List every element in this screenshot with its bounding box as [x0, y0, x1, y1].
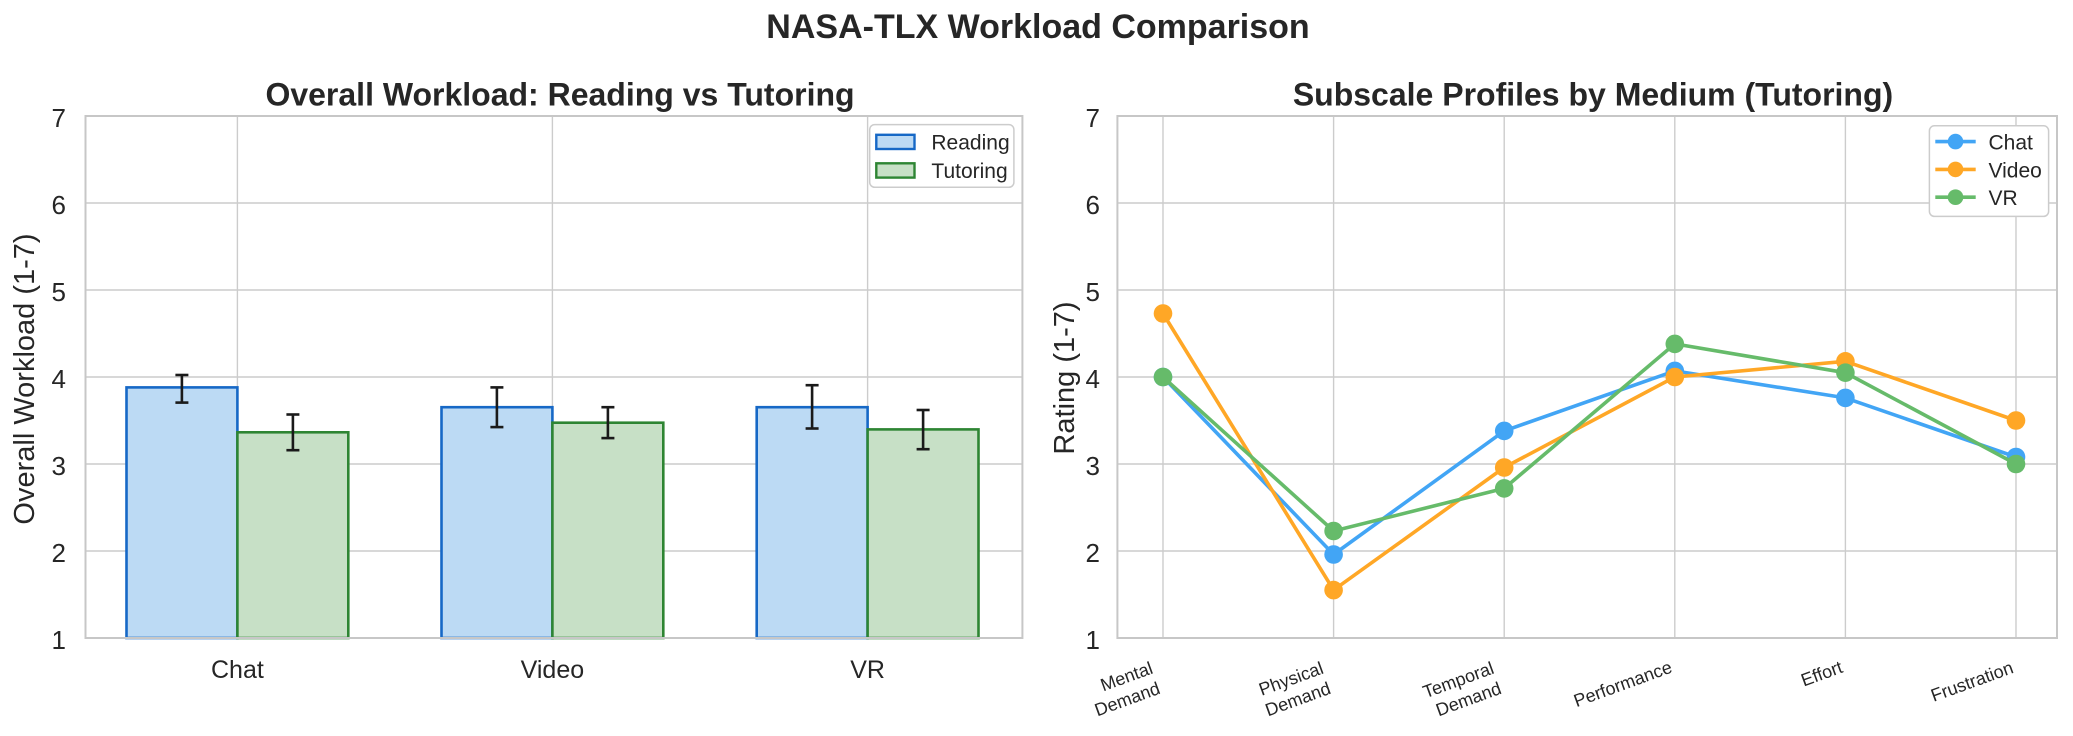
svg-text:Overall Workload: Reading vs T: Overall Workload: Reading vs Tutoring	[265, 77, 854, 113]
svg-text:1: 1	[52, 625, 66, 655]
svg-text:6: 6	[1086, 190, 1100, 220]
svg-text:NASA-TLX Workload Comparison: NASA-TLX Workload Comparison	[766, 8, 1309, 46]
svg-text:Chat: Chat	[211, 656, 264, 684]
svg-text:Video: Video	[521, 656, 585, 684]
svg-text:4: 4	[1086, 364, 1100, 394]
svg-text:VR: VR	[850, 656, 885, 684]
svg-text:Rating (1-7): Rating (1-7)	[1049, 301, 1081, 454]
svg-text:Subscale Profiles by Medium (T: Subscale Profiles by Medium (Tutoring)	[1293, 77, 1893, 113]
svg-text:3: 3	[1086, 451, 1100, 481]
svg-text:7: 7	[52, 103, 66, 133]
svg-text:Video: Video	[1989, 159, 2042, 182]
svg-text:Tutoring: Tutoring	[931, 160, 1007, 183]
svg-text:1: 1	[1086, 625, 1100, 655]
svg-text:5: 5	[52, 277, 66, 307]
svg-text:3: 3	[52, 451, 66, 481]
svg-text:Chat: Chat	[1989, 132, 2034, 155]
svg-text:2: 2	[52, 538, 66, 568]
svg-text:Reading: Reading	[931, 132, 1009, 155]
svg-text:VR: VR	[1989, 187, 2018, 210]
svg-text:2: 2	[1086, 538, 1100, 568]
svg-text:7: 7	[1086, 103, 1100, 133]
svg-text:4: 4	[52, 364, 66, 394]
svg-text:5: 5	[1086, 277, 1100, 307]
svg-text:Overall Workload (1-7): Overall Workload (1-7)	[9, 233, 41, 524]
svg-text:6: 6	[52, 190, 66, 220]
